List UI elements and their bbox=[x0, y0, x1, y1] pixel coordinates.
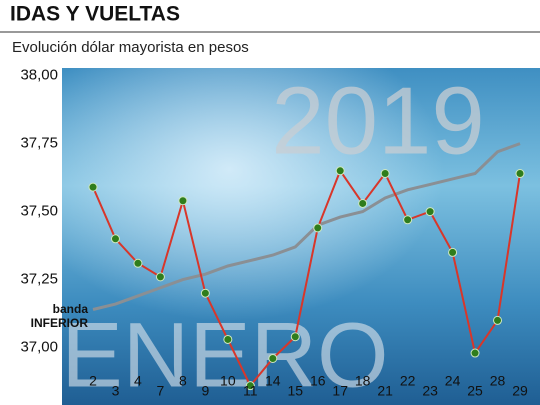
x-tick-label: 4 bbox=[134, 373, 142, 389]
x-tick-label: 14 bbox=[265, 373, 281, 389]
marker bbox=[88, 182, 98, 192]
marker bbox=[470, 348, 480, 358]
x-tick-label: 15 bbox=[287, 383, 303, 399]
y-tick-label: 37,75 bbox=[20, 135, 58, 152]
x-tick-label: 17 bbox=[332, 383, 348, 399]
month-watermark: ENERO bbox=[61, 304, 388, 405]
marker bbox=[335, 166, 345, 176]
marker bbox=[358, 198, 368, 208]
year-watermark: 2019 bbox=[271, 67, 485, 174]
marker bbox=[223, 334, 233, 344]
x-tick-label: 25 bbox=[467, 383, 483, 399]
x-tick-label: 29 bbox=[512, 383, 528, 399]
x-tick-label: 10 bbox=[220, 373, 236, 389]
marker bbox=[425, 207, 435, 217]
x-tick-label: 11 bbox=[243, 383, 258, 399]
x-tick-label: 9 bbox=[201, 383, 209, 399]
x-tick-label: 21 bbox=[377, 383, 393, 399]
marker bbox=[268, 353, 278, 363]
marker bbox=[448, 247, 458, 257]
background-light bbox=[62, 68, 540, 405]
y-tick-label: 37,25 bbox=[20, 271, 58, 288]
x-tick-label: 16 bbox=[310, 373, 326, 389]
y-tick-label: 38,00 bbox=[20, 67, 58, 84]
x-tick-label: 8 bbox=[179, 373, 187, 389]
marker bbox=[403, 215, 413, 225]
chart-subtitle: Evolución dólar mayorista en pesos bbox=[12, 39, 249, 56]
x-tick-label: 2 bbox=[89, 373, 97, 389]
y-tick-label: 37,50 bbox=[20, 203, 58, 220]
marker bbox=[313, 223, 323, 233]
x-tick-label: 22 bbox=[400, 373, 416, 389]
band-label: banda INFERIOR bbox=[30, 302, 88, 330]
x-tick-label: 28 bbox=[490, 373, 506, 389]
marker bbox=[133, 258, 143, 268]
marker bbox=[245, 381, 255, 391]
marker bbox=[515, 169, 525, 179]
marker bbox=[155, 272, 165, 282]
marker bbox=[290, 332, 300, 342]
marker bbox=[178, 196, 188, 206]
marker bbox=[380, 169, 390, 179]
x-tick-label: 18 bbox=[355, 373, 371, 389]
x-tick-label: 7 bbox=[157, 383, 165, 399]
x-tick-label: 3 bbox=[112, 383, 120, 399]
marker bbox=[200, 288, 210, 298]
x-tick-label: 24 bbox=[445, 373, 461, 389]
x-tick-label: 23 bbox=[422, 383, 438, 399]
band-line bbox=[92, 142, 521, 311]
marker bbox=[110, 234, 120, 244]
price-line bbox=[92, 168, 521, 388]
marker bbox=[493, 315, 503, 325]
y-tick-label: 37,00 bbox=[20, 339, 58, 356]
chart-title: IDAS Y VUELTAS bbox=[10, 3, 180, 26]
